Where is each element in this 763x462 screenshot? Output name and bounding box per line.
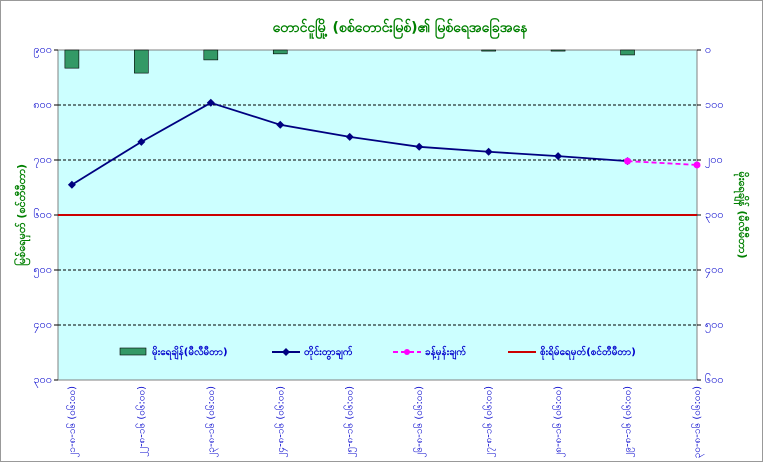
- bar: [550, 49, 566, 52]
- x-tick-label: ၂၂-၈-၁၆ (၀၆:၀၀): [134, 386, 149, 457]
- bar: [134, 49, 149, 74]
- bar: [64, 49, 80, 69]
- y-tick-label: ၈၀၀: [33, 98, 52, 111]
- legend-marker: [404, 349, 410, 355]
- marker: [67, 180, 76, 189]
- y-tick-label: ၄၀၀: [33, 318, 52, 333]
- x-tick-label: ၂၈-၈-၁၆ (၀၆:၀၀): [551, 386, 566, 458]
- bar: [481, 49, 496, 52]
- marker: [137, 137, 146, 146]
- y-tick-label: ၆၀၀: [33, 208, 52, 221]
- marker: [693, 161, 701, 169]
- marker: [415, 142, 424, 151]
- marker: [624, 157, 632, 165]
- x-tick-label: ၂၆-၈-၁၆ (၀၆:၀၀): [412, 386, 427, 458]
- y2-tick-label: ၀: [705, 43, 711, 56]
- y2-tick-label: ၃၀၀: [705, 208, 724, 223]
- y-axis-label: မြစ်ရေမှတ် (စင်တီမီတာ): [13, 164, 31, 266]
- y2-tick-label: ၄၀၀: [705, 263, 724, 278]
- y2-tick-label: ၆၀၀: [705, 373, 724, 386]
- x-tick-label: ၃၀-၈-၁၆ (၀၆:၀၀): [690, 386, 705, 458]
- x-tick-label: ၂၃-၈-၁၆ (၀၆:၀၀): [204, 386, 219, 458]
- bar: [620, 49, 635, 56]
- x-tick-label: ၂၇-၈-၁၆ (၀၆:၀၀): [482, 386, 497, 458]
- x-tick-label: ၂၅-၈-၁၆ (၀၆:၀၀): [343, 386, 358, 458]
- legend-swatch: [119, 347, 147, 356]
- y-tick-label: ၅၀၀: [33, 263, 52, 278]
- legend-marker: [282, 348, 290, 356]
- bar: [272, 49, 288, 55]
- legend-label: ခန့်မှန်းချက်: [425, 345, 466, 361]
- marker: [345, 132, 354, 141]
- y-tick-label: ၉၀၀: [33, 43, 52, 58]
- chart-title: တောင်ငူမြို့ (စစ်တောင်းမြစ်)၏ မြစ်ရေအခြေ…: [273, 18, 529, 39]
- y2-axis-label: မိုးရေချိန် (မီလီမီတာ): [733, 172, 750, 259]
- marker: [484, 147, 493, 156]
- marker: [276, 120, 285, 129]
- y2-tick-label: ၅၀၀: [705, 318, 724, 333]
- y-tick-label: ၇၀၀: [33, 153, 52, 168]
- legend-label: စိုးရိမ်ရေမှတ်(စင်တီမီတာ): [540, 345, 636, 361]
- marker: [206, 98, 215, 107]
- x-tick-label: ၂၄-၈-၁၆ (၀၆:၀၀): [273, 386, 288, 458]
- legend-label: တိုင်းတွာချက်: [304, 345, 353, 361]
- x-tick-label: ၂၉-၈-၁၆ (၀၆:၀၀): [621, 386, 636, 458]
- x-tick-label: ၂၁-၈-၁၆ (၀၆:၀၀): [65, 386, 80, 458]
- line: [627, 160, 698, 166]
- marker: [554, 152, 563, 161]
- y-tick-label: ၃၀၀: [33, 373, 52, 388]
- y2-tick-label: ၂၀၀: [705, 153, 723, 168]
- bar: [203, 49, 219, 61]
- legend-label: မိုးရေချိန်(မီလီမီတာ): [152, 345, 228, 361]
- y2-tick-label: ၁၀၀: [705, 98, 724, 111]
